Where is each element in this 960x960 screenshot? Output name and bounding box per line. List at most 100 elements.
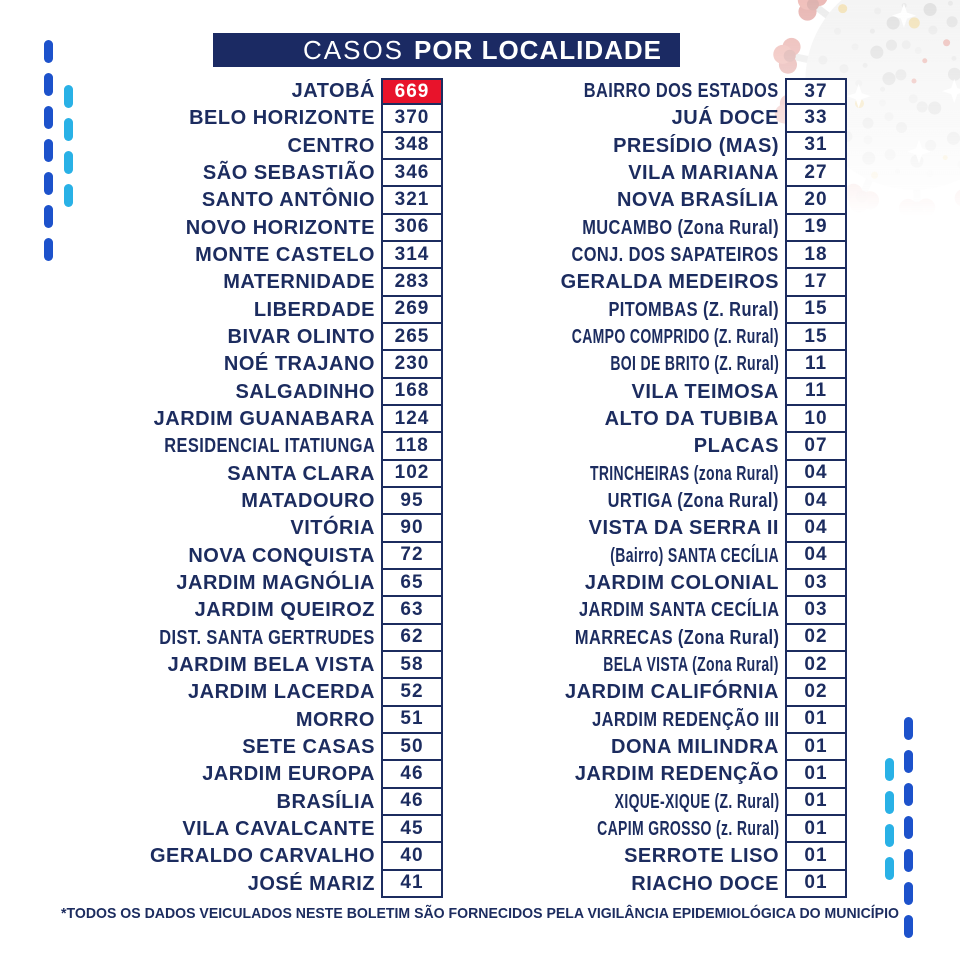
table-row: CONJ. DOS SAPATEIROS 18 [433, 239, 847, 270]
locality-label: JARDIM GUANABARA [153, 408, 375, 431]
locality-label: VILA CAVALCANTE [182, 818, 375, 841]
cases-count-box: 20 [785, 185, 847, 215]
locality-label: TRINCHEIRAS (zona Rural) [590, 462, 779, 485]
table-row: PLACAS 07 [433, 431, 847, 461]
table-row: JARDIM LACERDA 52 [60, 677, 443, 707]
cases-count-box: 01 [785, 868, 847, 898]
cases-count-box: 72 [381, 540, 443, 570]
locality-label: JUÁ DOCE [671, 107, 779, 130]
table-row: SÃO SEBASTIÃO 346 [60, 157, 443, 188]
dash [64, 118, 73, 141]
table-row: VILA MARIANA 27 [433, 157, 847, 188]
table-row: JARDIM COLONIAL 03 [433, 567, 847, 598]
locality-label: SERROTE LISO [624, 845, 779, 868]
dash [885, 758, 894, 781]
cases-count-box: 03 [785, 567, 847, 598]
cases-count-box: 168 [381, 376, 443, 406]
table-row: SANTO ANTÔNIO 321 [60, 185, 443, 215]
locality-label: CENTRO [287, 134, 375, 157]
table-row: CAPIM GROSSO (z. Rural) 01 [433, 813, 847, 844]
locality-label: JARDIM COLONIAL [584, 572, 779, 595]
table-row: JARDIM GUANABARA 124 [60, 403, 443, 434]
locality-label: NOVA BRASÍLIA [616, 189, 779, 212]
table-row: MATADOURO 95 [60, 485, 443, 516]
locality-label: NOVA CONQUISTA [188, 544, 375, 567]
locality-label: XIQUE-XIQUE (Z. Rural) [614, 790, 779, 813]
locality-label: VITÓRIA [290, 517, 375, 540]
dash [44, 139, 53, 162]
table-row: RIACHO DOCE 01 [433, 868, 847, 898]
table-row: SANTA CLARA 102 [60, 458, 443, 488]
cases-count-box: 51 [381, 704, 443, 734]
table-row: VILA TEIMOSA 11 [433, 376, 847, 406]
cases-count-box: 58 [381, 649, 443, 680]
cases-count-box: 02 [785, 622, 847, 652]
locality-label: GERALDA MEDEIROS [560, 271, 779, 294]
table-row: NOVA BRASÍLIA 20 [433, 185, 847, 215]
dash [44, 172, 53, 195]
cases-count-box: 27 [785, 157, 847, 188]
table-row: GERALDA MEDEIROS 17 [433, 267, 847, 297]
locality-label: DONA MILINDRA [611, 736, 779, 759]
footer-note: *TODOS OS DADOS VEICULADOS NESTE BOLETIM… [61, 905, 899, 922]
locality-label: JARDIM REDENÇÃO [574, 763, 779, 786]
cases-table-left-column: JATOBÁ 669 BELO HORIZONTE 370 CENTRO 348 SÃO S… [60, 78, 443, 898]
locality-label: SETE CASAS [242, 736, 375, 759]
locality-label: JARDIM QUEIROZ [194, 599, 375, 622]
locality-label: GERALDO CARVALHO [149, 845, 375, 868]
table-row: JARDIM CALIFÓRNIA 02 [433, 677, 847, 707]
locality-label: SANTO ANTÔNIO [201, 189, 375, 212]
dash [904, 717, 913, 740]
dash [64, 85, 73, 108]
cases-count-box: 04 [785, 513, 847, 543]
cases-count-box: 11 [785, 376, 847, 406]
locality-label: (Bairro) SANTA CECÍLIA [610, 544, 779, 567]
locality-label: BIVAR OLINTO [227, 326, 375, 349]
table-row: SALGADINHO 168 [60, 376, 443, 406]
table-row: MUCAMBO (Zona Rural) 19 [433, 212, 847, 242]
locality-label: MORRO [295, 708, 375, 731]
dash [44, 205, 53, 228]
dash [885, 791, 894, 814]
locality-label: SÃO SEBASTIÃO [202, 162, 375, 185]
dash [904, 882, 913, 905]
locality-label: URTIGA (Zona Rural) [607, 490, 779, 513]
page-title-light: CASOS [302, 34, 405, 65]
table-row: JARDIM MAGNÓLIA 65 [60, 567, 443, 598]
table-row: CAMPO COMPRIDO (Z. Rural) 15 [433, 321, 847, 352]
table-row: NOVA CONQUISTA 72 [60, 540, 443, 570]
cases-count-box: 01 [785, 813, 847, 844]
dash [885, 857, 894, 880]
cases-count-box: 18 [785, 239, 847, 270]
cases-count-box: 62 [381, 622, 443, 652]
dashed-line-top-left-cyan [64, 85, 73, 207]
locality-label: JARDIM MAGNÓLIA [176, 572, 375, 595]
table-row: VILA CAVALCANTE 45 [60, 813, 443, 844]
locality-label: JARDIM EUROPA [202, 763, 375, 786]
cases-count-box: 41 [381, 868, 443, 898]
cases-count-box: 19 [785, 212, 847, 242]
table-row: BOI DE BRITO (Z. Rural) 11 [433, 349, 847, 379]
dash [44, 40, 53, 63]
cases-count-box: 17 [785, 267, 847, 297]
locality-label: CAMPO COMPRIDO (Z. Rural) [571, 326, 779, 349]
table-row: JARDIM QUEIROZ 63 [60, 595, 443, 625]
dash [885, 824, 894, 847]
table-row: NOVO HORIZONTE 306 [60, 212, 443, 242]
locality-label: JARDIM CALIFÓRNIA [564, 681, 779, 704]
locality-label: DIST. SANTA GERTRUDES [159, 626, 375, 649]
cases-table-right-column: BAIRRO DOS ESTADOS 37 JUÁ DOCE 33 PRESÍDIO (… [433, 78, 847, 898]
locality-label: SANTA CLARA [227, 462, 375, 485]
locality-label: MATADOURO [241, 490, 375, 513]
cases-count-box: 321 [381, 185, 443, 215]
locality-label: JATOBÁ [291, 80, 375, 103]
cases-count-box: 31 [785, 130, 847, 160]
locality-label: VISTA DA SERRA II [588, 517, 779, 540]
dash [904, 783, 913, 806]
locality-label: NOÉ TRAJANO [223, 353, 375, 376]
table-row: ALTO DA TUBIBA 10 [433, 403, 847, 434]
cases-count-box: 46 [381, 786, 443, 816]
locality-label: BRASÍLIA [276, 790, 375, 813]
dash [44, 73, 53, 96]
locality-label: JARDIM SANTA CECÍLIA [578, 599, 779, 622]
